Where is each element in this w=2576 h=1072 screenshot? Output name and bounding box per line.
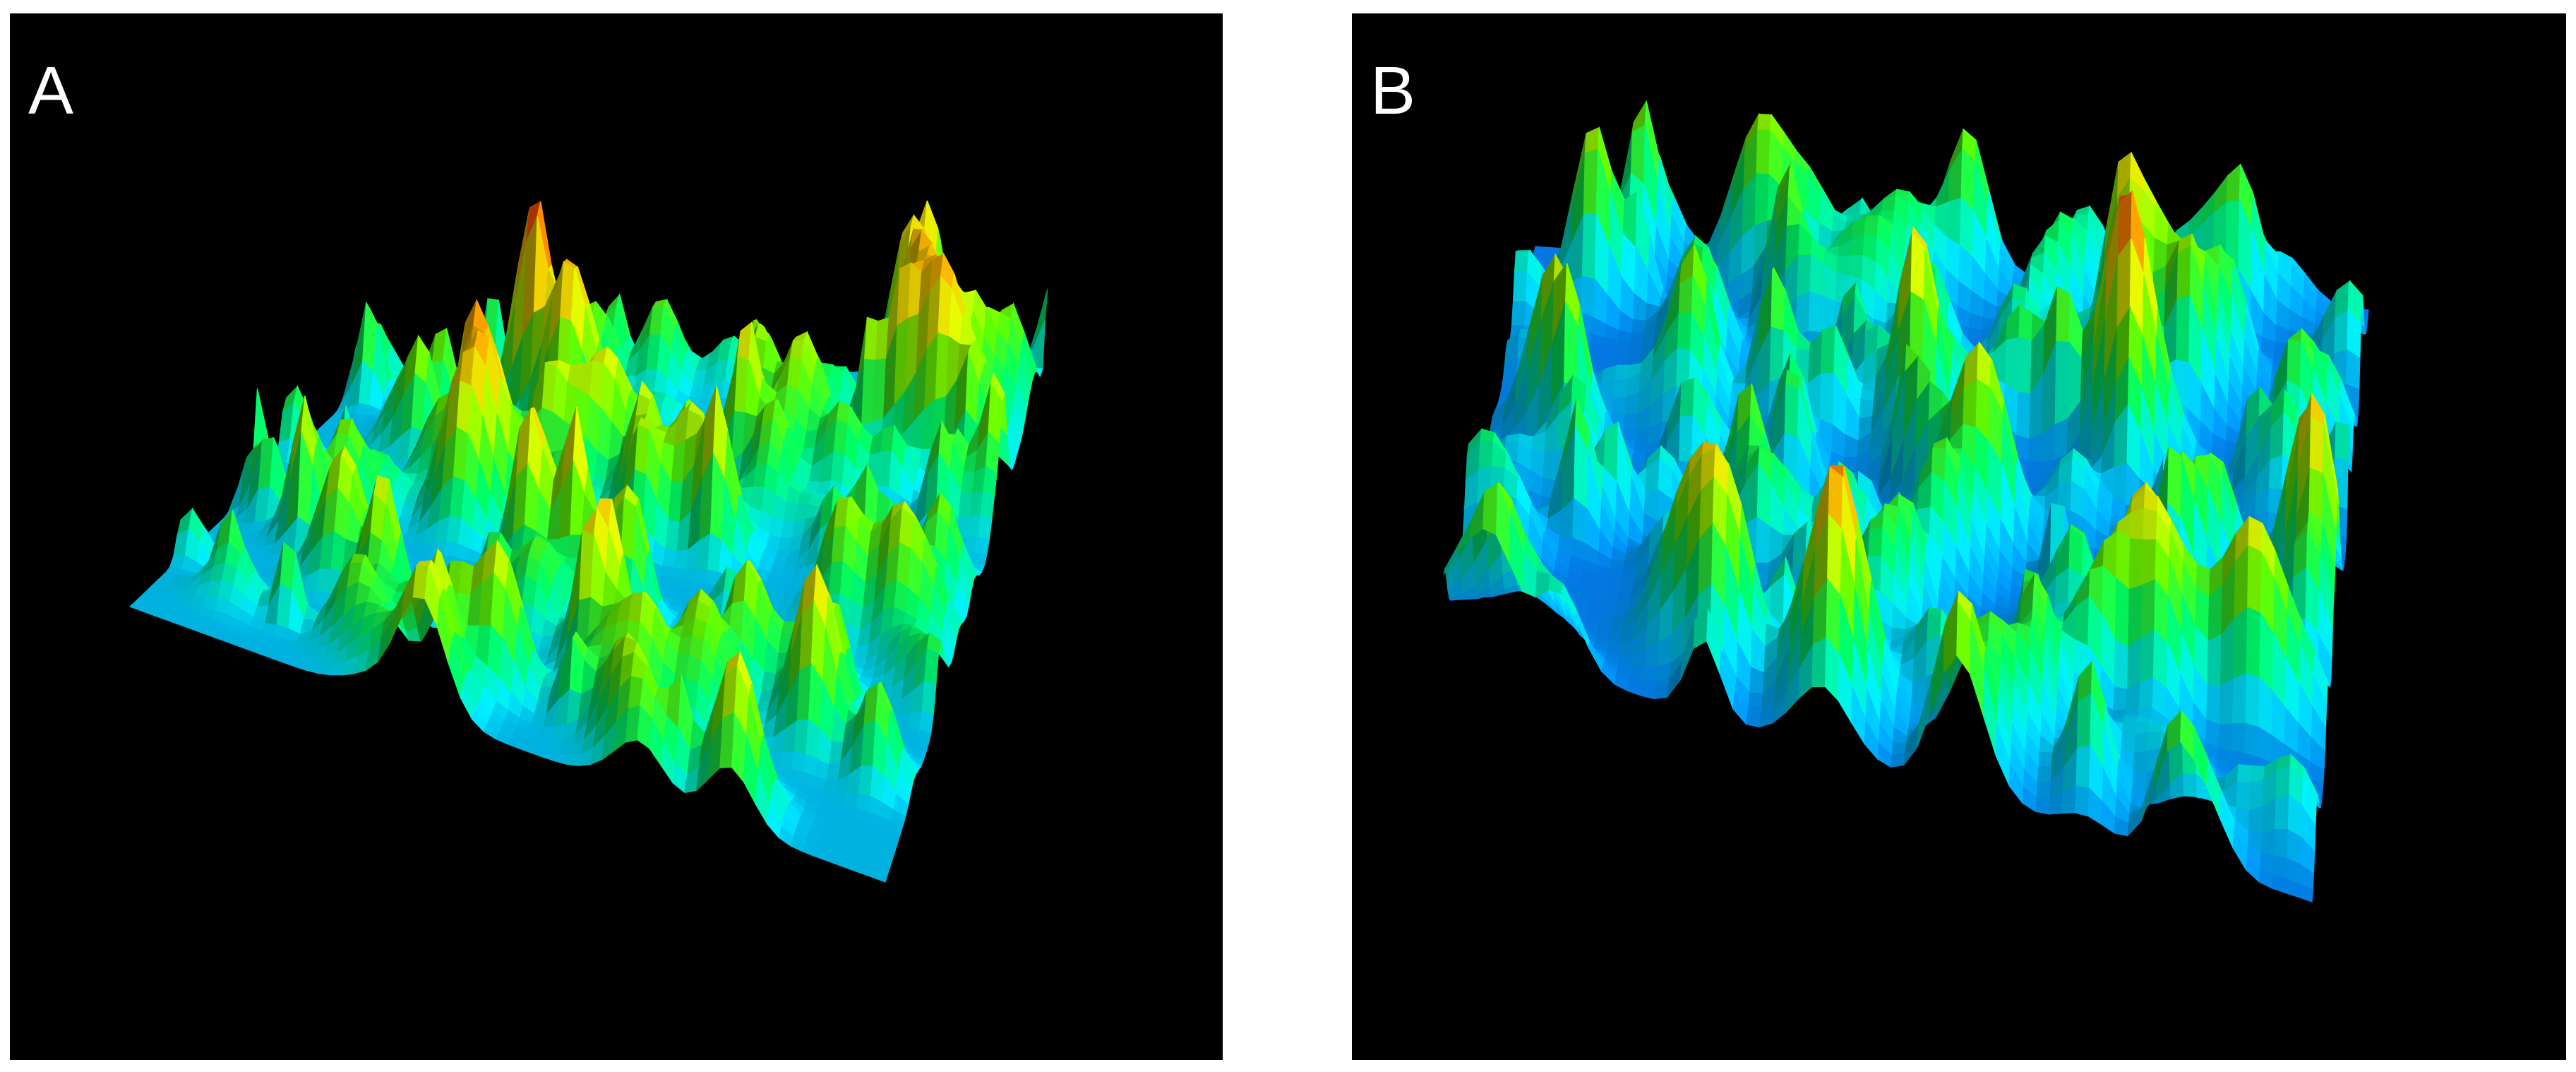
panel-label-a: A xyxy=(28,53,74,129)
surface-plot-b xyxy=(1443,100,2369,903)
surface-plot-panel-b: B xyxy=(1352,13,2566,1060)
surface-mesh xyxy=(128,200,1048,883)
surface-plot-a xyxy=(128,200,1048,883)
surface-mesh xyxy=(1443,100,2369,903)
surface-plot-panel-a: A xyxy=(10,13,1223,1060)
panel-label-b: B xyxy=(1370,53,1416,129)
